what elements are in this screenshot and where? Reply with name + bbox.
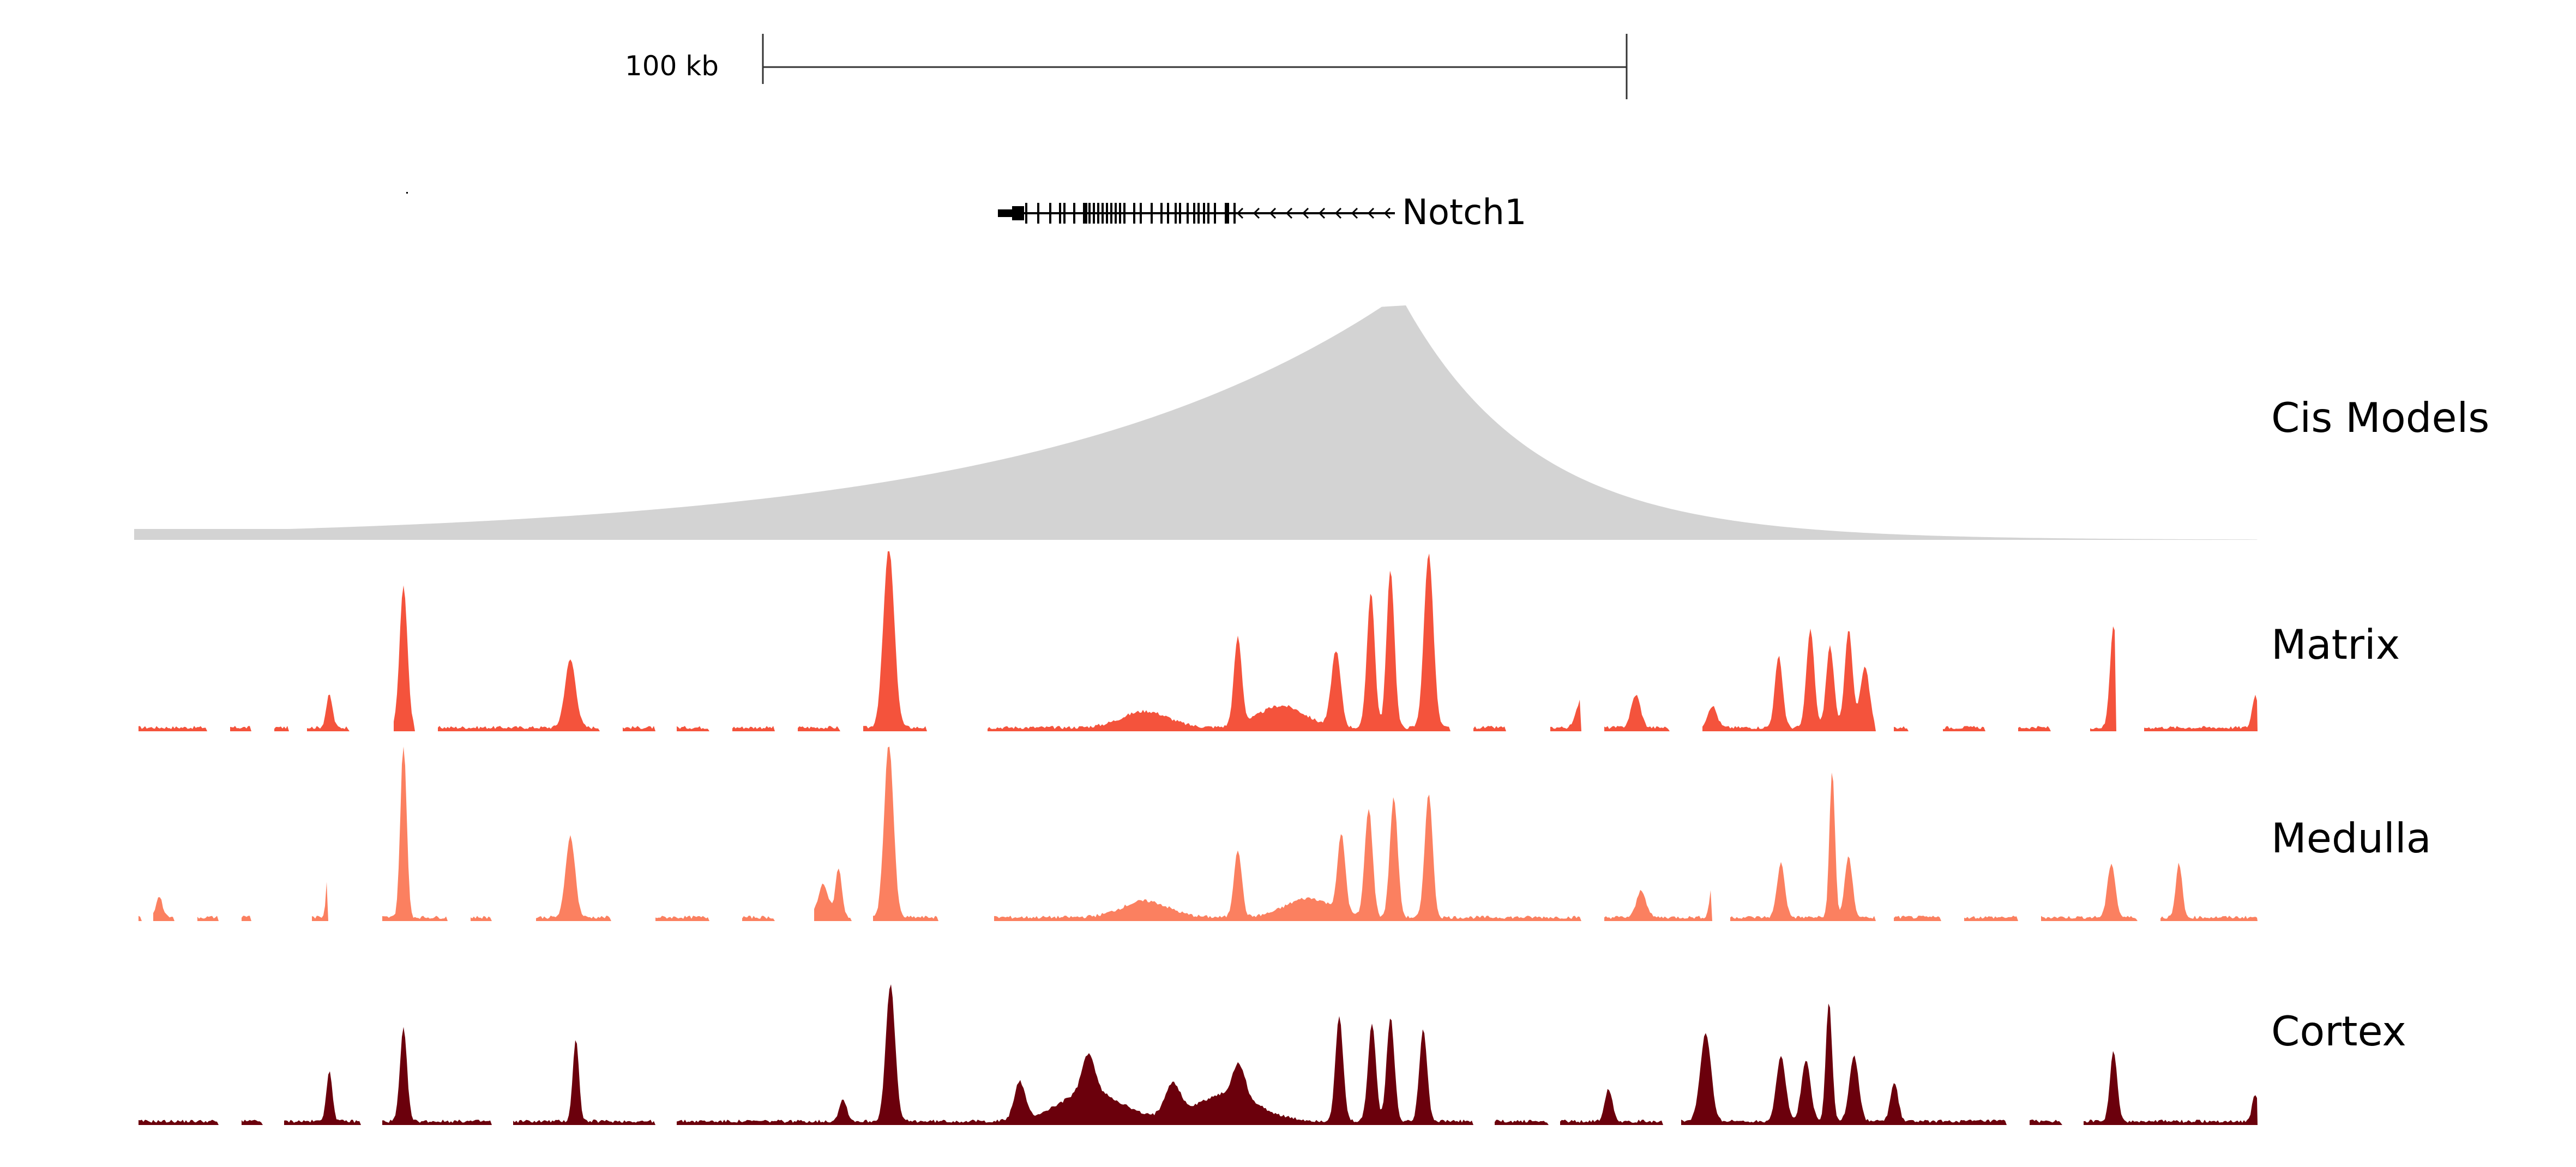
- gene-exon: [1049, 203, 1051, 224]
- gene-exon: [1133, 203, 1135, 224]
- gene-exon: [1012, 206, 1024, 220]
- track-label-medulla: Medulla: [2271, 814, 2431, 862]
- track-label-cis-models: Cis Models: [2271, 394, 2489, 442]
- gene-exon: [1151, 203, 1153, 224]
- gene-exon: [1059, 203, 1061, 224]
- matrix-signal: [139, 551, 2258, 731]
- gene-strand-arrows: [1236, 207, 1391, 219]
- gene-exon: [1073, 203, 1075, 224]
- gene-exons: [1025, 203, 1236, 224]
- gene-exon: [1106, 203, 1108, 224]
- gene-exon: [1115, 203, 1117, 224]
- gene-exon: [1197, 203, 1200, 224]
- gene-exon: [1097, 203, 1099, 224]
- gene-exon: [1167, 203, 1169, 224]
- cis-models-area: [134, 305, 2258, 540]
- track-cis-models: Cis Models: [134, 305, 2489, 540]
- strand-chevron: [1367, 207, 1375, 219]
- gene-name-label: Notch1: [1402, 193, 1527, 233]
- strand-chevron: [1334, 207, 1342, 219]
- track-label-cortex: Cortex: [2271, 1007, 2406, 1055]
- gene-model: Notch1: [406, 192, 1527, 233]
- gene-marker-dot: [406, 192, 408, 194]
- strand-chevron: [1285, 207, 1293, 219]
- gene-exon: [1025, 203, 1027, 224]
- scale-bar: 100 kb: [625, 34, 1628, 99]
- strand-chevron: [1253, 207, 1260, 219]
- medulla-signal: [139, 747, 2258, 921]
- gene-exon: [1233, 203, 1236, 224]
- track-cortex: Cortex: [139, 984, 2406, 1125]
- gene-exon: [1110, 203, 1112, 224]
- gene-exon: [1093, 203, 1095, 224]
- scale-bar-label: 100 kb: [625, 50, 719, 82]
- gene-exon: [1214, 203, 1216, 224]
- gene-exon: [1160, 203, 1163, 224]
- gene-exon: [1083, 203, 1087, 224]
- gene-exon: [1175, 203, 1177, 224]
- gene-exon: [1063, 203, 1066, 224]
- gene-exon: [1123, 203, 1126, 224]
- gene-utr: [998, 209, 1013, 217]
- cortex-signal: [139, 984, 2258, 1125]
- strand-chevron: [1269, 207, 1277, 219]
- strand-chevron: [1383, 207, 1391, 219]
- gene-exon: [1140, 203, 1142, 224]
- strand-chevron: [1318, 207, 1326, 219]
- strand-chevron: [1302, 207, 1309, 219]
- gene-exon: [1207, 203, 1209, 224]
- gene-exon: [1119, 203, 1121, 224]
- gene-exon: [1225, 203, 1229, 224]
- strand-chevron: [1236, 207, 1244, 219]
- strand-chevron: [1351, 207, 1358, 219]
- gene-exon: [1037, 203, 1039, 224]
- track-label-matrix: Matrix: [2271, 621, 2400, 669]
- track-medulla: Medulla: [139, 747, 2431, 921]
- gene-exon: [1193, 203, 1195, 224]
- gene-exon: [1088, 203, 1091, 224]
- gene-exon: [1102, 203, 1104, 224]
- gene-exon: [1203, 203, 1205, 224]
- track-matrix: Matrix: [139, 551, 2400, 731]
- gene-exon: [1187, 203, 1189, 224]
- gene-exon: [1179, 203, 1181, 224]
